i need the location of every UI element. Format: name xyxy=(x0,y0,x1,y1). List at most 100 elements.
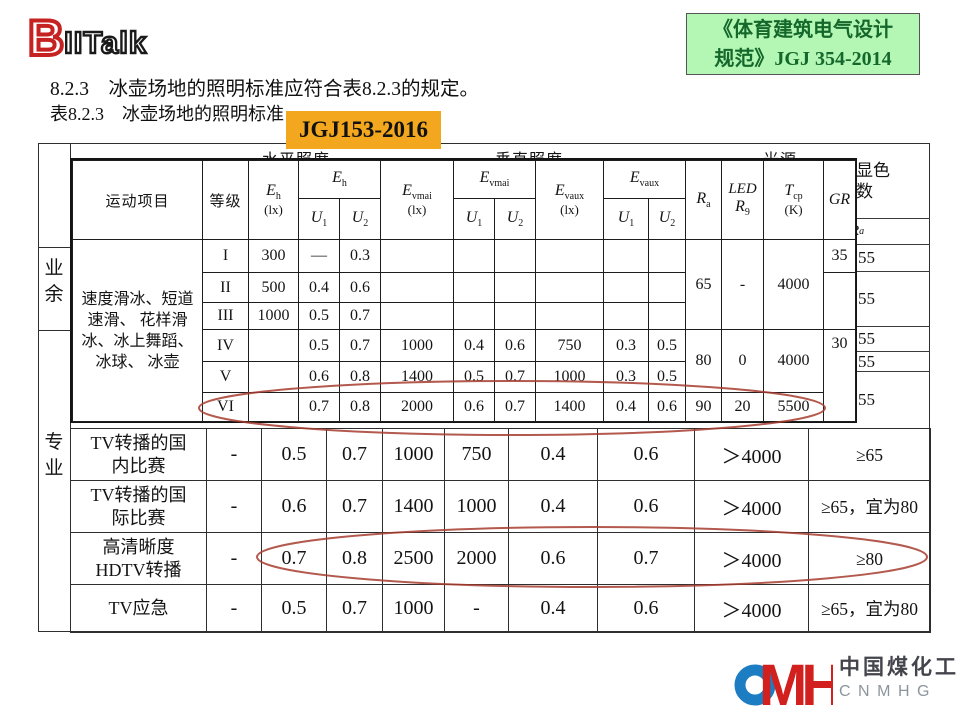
table-cell: 2000 xyxy=(380,392,454,422)
table-cell: 0.7 xyxy=(261,532,327,585)
table-cell: ＞4000 xyxy=(694,532,809,585)
table-cell: 55 xyxy=(808,272,930,327)
table-cell: 0.3 xyxy=(603,329,649,362)
table-caption: 表8.2.3 冰壶场地的照明标准 xyxy=(50,104,284,124)
table-cell: 0.7 xyxy=(597,532,695,585)
table-cell xyxy=(248,329,299,362)
table-cell: 0.8 xyxy=(326,532,383,585)
table-cell xyxy=(380,302,454,330)
table-cell: 1000 xyxy=(248,302,299,330)
table-cell: - xyxy=(206,532,262,585)
table-cell: ≥65 xyxy=(808,428,931,481)
table-cell xyxy=(823,272,857,330)
table-cell: ≥65，宜为80 xyxy=(808,480,931,533)
table-cell: 0.6 xyxy=(508,532,598,585)
table-cell: 0.4 xyxy=(508,428,598,481)
cnmhg-logo-cn: 中国煤化工 xyxy=(839,656,959,679)
table-cell: 55 xyxy=(858,390,875,409)
table-cell: 0.6 xyxy=(597,584,695,633)
table-cell xyxy=(248,392,299,422)
standard-badge-line2: 规范》JGJ 354-2014 xyxy=(714,48,892,70)
level-cell: I xyxy=(202,239,249,273)
col-header-u1: U1 xyxy=(298,198,340,240)
table-cell: 2500 xyxy=(382,532,445,585)
table-cell: 1000 xyxy=(382,428,445,481)
table-row: TV转播的国内比赛 - 0.5 0.7 1000 750 0.4 0.6 ＞40… xyxy=(70,428,931,481)
table-cell: 1000 xyxy=(444,480,509,533)
table-cell: 1400 xyxy=(382,480,445,533)
table-cell xyxy=(380,272,454,303)
table-row: TV转播的国际比赛 - 0.6 0.7 1400 1000 0.4 0.6 ＞4… xyxy=(70,480,931,533)
row-label: TV应急 xyxy=(70,584,207,633)
cnmhg-logo-text: 中国煤化工 CNMHG xyxy=(839,655,959,703)
table-cell: 0.7 xyxy=(494,361,536,393)
table-cell: 55 xyxy=(808,245,930,272)
col-header-project: 运动项目 xyxy=(72,160,203,240)
table-cell: 750 xyxy=(535,329,604,362)
table-cell: 80 xyxy=(685,329,723,393)
table-cell: 4000 xyxy=(763,329,825,393)
table-cell: 0.7 xyxy=(326,584,383,633)
table-cell: ＞4000 xyxy=(694,480,809,533)
table-cell xyxy=(647,239,687,273)
col-header-u1: U1 xyxy=(603,198,649,240)
inner-header-row: 运动项目 等级 Eh (lx) Eh Evmai (lx) Evmai Evaux(… xyxy=(72,160,857,240)
table-cell: - xyxy=(206,428,262,481)
row-label: TV转播的国际比赛 xyxy=(70,480,207,533)
table-cell: 0.5 xyxy=(647,329,687,362)
table-cell: 0.7 xyxy=(494,392,536,422)
table-row: III 1000 0.5 0.7 xyxy=(73,302,856,330)
table-cell xyxy=(453,302,495,330)
col-header-u2: U2 xyxy=(647,198,687,240)
table-cell: 0.5 xyxy=(453,361,495,393)
table-cell xyxy=(535,239,604,273)
table-cell: 500 xyxy=(248,272,299,303)
table-cell: 0.8 xyxy=(339,392,381,422)
cnmhg-logo-mark: MH xyxy=(734,653,833,713)
table-cell: 0.6 xyxy=(453,392,495,422)
table-cell: 0.7 xyxy=(326,428,383,481)
col-header-evmai: Evmai (lx) xyxy=(380,160,454,240)
col-group-eh: Eh xyxy=(298,160,381,199)
table-cell xyxy=(603,302,649,330)
standard-badge: 《体育建筑电气设计 规范》JGJ 354-2014 xyxy=(686,13,920,75)
inner-table: 运动项目 等级 Eh (lx) Eh Evmai (lx) Evmai Evaux(… xyxy=(72,160,857,422)
table-cell: 0.6 xyxy=(261,480,327,533)
table-cell: 30 xyxy=(823,329,857,422)
table-cell: ≥80 xyxy=(808,532,931,585)
table-cell: 0.6 xyxy=(339,272,381,303)
table-cell: 2000 xyxy=(444,532,509,585)
col-header-evaux: Evaux (lx) xyxy=(535,160,604,240)
row-label: 高清晰度HDTV转播 xyxy=(70,532,207,585)
level-cell: II xyxy=(202,272,249,303)
table-cell xyxy=(248,361,299,393)
table-cell: 300 xyxy=(248,239,299,273)
col-header-level: 等级 xyxy=(202,160,249,240)
table-cell: 20 xyxy=(721,392,765,422)
table-cell: 1000 xyxy=(380,329,454,362)
table-cell: 750 xyxy=(444,428,509,481)
color-rendering-column: 显色数 Ra 55 55 55 55 55 xyxy=(808,143,930,428)
table-cell: 90 xyxy=(685,392,723,422)
table-cell: 0.6 xyxy=(647,392,687,422)
table-cell xyxy=(647,272,687,303)
col-header-u2: U2 xyxy=(494,198,536,240)
table-cell: - xyxy=(206,480,262,533)
tv-rows-table: TV转播的国内比赛 - 0.5 0.7 1000 750 0.4 0.6 ＞40… xyxy=(70,428,931,633)
table-cell: 0.7 xyxy=(339,302,381,330)
table-cell xyxy=(647,302,687,330)
table-cell: 0.6 xyxy=(597,480,695,533)
table-cell: 0.5 xyxy=(647,361,687,393)
table-cell: 55 xyxy=(808,327,930,352)
biitalk-logo: B IITalk xyxy=(26,11,147,65)
table-row: 高清晰度HDTV转播 - 0.7 0.8 2500 2000 0.6 0.7 ＞… xyxy=(70,532,931,585)
professional-label: 专业 xyxy=(44,432,64,479)
table-cell: 0.7 xyxy=(326,480,383,533)
table-row: TV应急 - 0.5 0.7 1000 - 0.4 0.6 ＞4000 ≥65，… xyxy=(70,584,931,633)
table-cell xyxy=(494,302,536,330)
table-cell: 1000 xyxy=(535,361,604,393)
table-cell: - xyxy=(444,584,509,633)
color-rendering-header: 显色数 xyxy=(808,143,930,219)
table-cell: 65 xyxy=(685,239,723,330)
